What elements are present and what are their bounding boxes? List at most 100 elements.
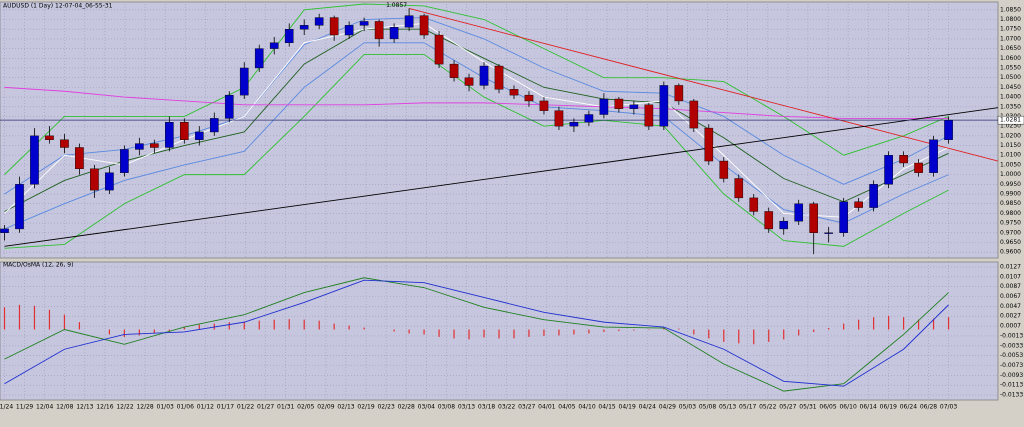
y-tick-label: -0.0133 — [1000, 392, 1023, 399]
x-tick-label: 12/13 — [76, 404, 93, 411]
candle-body — [779, 220, 789, 230]
indicator-line — [4, 107, 998, 247]
y-tick-label: 0.0027 — [1000, 313, 1021, 320]
candle-body — [194, 131, 204, 140]
y-tick-label: 1.0750 — [1000, 26, 1021, 33]
candle-body — [329, 17, 339, 36]
indicator-line — [4, 17, 949, 195]
y-tick-label: 1.0600 — [1000, 55, 1021, 62]
candle-body — [554, 110, 564, 127]
candle-body — [884, 155, 893, 185]
y-tick-label: 0.0107 — [1000, 273, 1021, 280]
y-tick-label: 1.0000 — [1000, 171, 1021, 178]
x-tick-label: 06/10 — [839, 404, 856, 411]
price-tag-label: 1.0281 — [1000, 117, 1021, 124]
x-tick-label: 04/10 — [578, 404, 595, 411]
candle-body — [135, 143, 144, 150]
x-tick-label: 02/28 — [398, 404, 415, 411]
x-tick-label: 01/12 — [197, 404, 214, 411]
y-tick-label: 0.9950 — [1000, 181, 1021, 188]
indicator-line — [408, 8, 998, 162]
peak-label: 1.0857 — [386, 2, 407, 9]
y-tick-label: 0.9600 — [1000, 249, 1021, 256]
x-tick-label: 06/14 — [860, 404, 877, 411]
candle-body — [165, 122, 174, 148]
candle-body — [539, 100, 549, 111]
x-tick-label: 05/08 — [699, 404, 716, 411]
x-tick-label: 05/03 — [679, 404, 696, 411]
x-tick-label: 12/04 — [36, 404, 53, 411]
x-tick-label: 03/22 — [498, 404, 515, 411]
x-tick-label: 01/17 — [217, 404, 234, 411]
x-tick-label: 05/13 — [719, 404, 736, 411]
x-tick-label: 06/19 — [880, 404, 897, 411]
x-tick-label: 04/05 — [558, 404, 575, 411]
x-tick-label: 05/22 — [759, 404, 776, 411]
indicator-line — [4, 279, 949, 387]
x-tick-label: 05/27 — [779, 404, 796, 411]
candle-body — [479, 65, 489, 86]
macd-plot — [0, 262, 998, 400]
y-tick-label: 0.0047 — [1000, 303, 1021, 310]
candle-body — [314, 17, 324, 26]
indicator-line — [4, 3, 949, 175]
x-tick-label: 03/04 — [418, 404, 435, 411]
candle-body — [524, 94, 534, 102]
candle-body — [30, 135, 39, 185]
candle-body — [359, 21, 369, 26]
x-tick-label: 06/24 — [900, 404, 917, 411]
candle-body — [105, 172, 114, 191]
candle-body — [254, 48, 264, 69]
candle-body — [854, 201, 863, 208]
candle-body — [374, 21, 384, 40]
candle-body — [284, 29, 294, 43]
candle-body — [404, 15, 414, 28]
y-tick-label: 1.0700 — [1000, 35, 1021, 42]
candle-body — [179, 122, 189, 140]
candle-body — [75, 147, 84, 170]
x-tick-label: 01/27 — [257, 404, 274, 411]
candle-body — [629, 104, 639, 109]
y-tick-label: 1.0150 — [1000, 142, 1021, 149]
x-tick-label: 11/24 — [0, 404, 13, 411]
x-tick-label: 04/19 — [619, 404, 636, 411]
candle-body — [614, 98, 624, 109]
x-tick-label: 03/18 — [478, 404, 495, 411]
y-tick-label: 1.0400 — [1000, 94, 1021, 101]
candle-body — [839, 201, 848, 233]
candle-body — [689, 100, 699, 129]
candle-body — [944, 119, 953, 140]
y-tick-label: -0.0113 — [1000, 382, 1023, 389]
candle-body — [419, 15, 429, 36]
y-tick-label: 0.0087 — [1000, 283, 1021, 290]
y-tick-label: 0.9900 — [1000, 191, 1021, 198]
x-tick-label: 01/06 — [177, 404, 194, 411]
candle-body — [764, 211, 774, 230]
y-tick-label: 1.0450 — [1000, 84, 1021, 91]
y-tick-label: -0.0053 — [1000, 352, 1023, 359]
x-tick-label: 02/09 — [317, 404, 334, 411]
y-tick-label: 1.0100 — [1000, 152, 1021, 159]
candle-body — [299, 25, 309, 30]
candle-body — [389, 27, 399, 40]
candle-body — [899, 155, 908, 164]
y-tick-label: -0.0033 — [1000, 342, 1023, 349]
y-tick-label: 1.0800 — [1000, 16, 1021, 23]
x-tick-label: 02/05 — [297, 404, 314, 411]
candle-body — [599, 98, 609, 115]
candle-body — [45, 135, 54, 140]
candle-body — [704, 127, 714, 162]
x-tick-label: 12/08 — [56, 404, 73, 411]
candle-body — [0, 228, 9, 233]
candle-body — [449, 63, 459, 78]
x-tick-label: 04/15 — [598, 404, 615, 411]
x-tick-label: 05/31 — [799, 404, 816, 411]
candle-body — [150, 143, 159, 148]
y-tick-label: 0.9700 — [1000, 229, 1021, 236]
y-tick-label: -0.0013 — [1000, 332, 1023, 339]
x-tick-label: 01/31 — [277, 404, 294, 411]
candle-body — [239, 67, 249, 96]
x-tick-label: 12/28 — [136, 404, 153, 411]
candle-body — [90, 168, 99, 191]
indicator-line — [4, 28, 949, 212]
